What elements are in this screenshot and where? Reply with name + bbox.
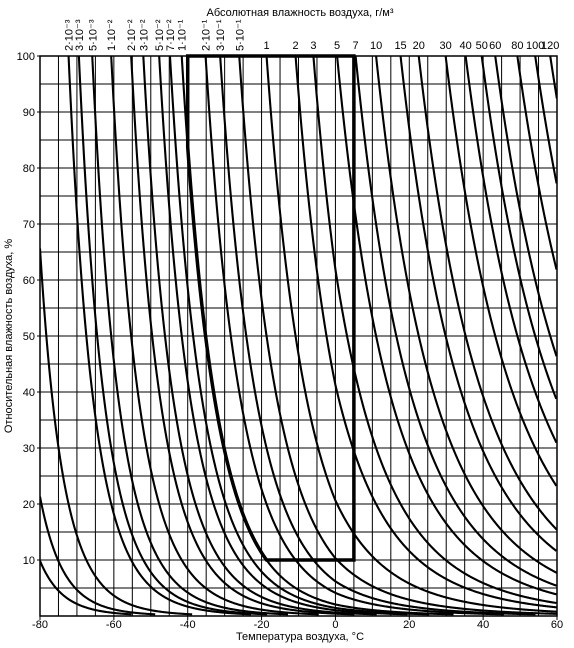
x-tick-label: 60 [551, 619, 563, 631]
plot-area [37, 54, 558, 620]
humidity-curve [204, 56, 504, 616]
curve-label: 3 [310, 40, 316, 52]
x-tick-label: -60 [106, 619, 122, 631]
humidity-curve [67, 56, 252, 616]
curve-label: 3·10⁻³ [74, 19, 86, 51]
humidity-curve [40, 248, 193, 616]
y-tick-label: 10 [23, 555, 35, 567]
x-tick-label: -20 [254, 619, 270, 631]
y-tick-label: 70 [23, 219, 35, 231]
curve-label: 3·10⁻² [138, 19, 150, 51]
humidity-curve [494, 56, 557, 357]
y-tick-label: 20 [23, 499, 35, 511]
top-axis-title: Абсолютная влажность воздуха, г/м³ [206, 7, 393, 19]
humidity-curve [110, 56, 319, 616]
curve-label: 120 [541, 40, 559, 52]
curve-label: 20 [413, 40, 425, 52]
curve-label: 7 [353, 40, 359, 52]
humidity-curve [40, 496, 156, 616]
humidity-curve [354, 56, 557, 587]
humidity-curve [91, 56, 289, 616]
curve-label: 15 [394, 40, 406, 52]
x-tick-label: 20 [403, 619, 415, 631]
humidity-curve [516, 56, 557, 270]
humidity-curve [375, 56, 557, 574]
humidity-curve [549, 56, 557, 99]
humidity-curve [130, 56, 354, 616]
y-tick-label: 80 [23, 163, 35, 175]
curve-label: 3·10⁻¹ [215, 19, 227, 51]
humidity-curve [417, 56, 557, 531]
x-tick-label: -40 [180, 619, 196, 631]
curve-label: 1·10⁻² [106, 19, 118, 51]
x-axis-title: Температура воздуха, °C [236, 631, 364, 643]
humidity-curve [480, 56, 557, 400]
y-tick-label: 90 [23, 107, 35, 119]
humidity-curve [265, 56, 557, 613]
humidity-curve [77, 56, 268, 616]
y-tick-label: 40 [23, 387, 35, 399]
curve-label: 1 [263, 40, 269, 52]
humidity-curve [219, 56, 536, 616]
humidity-curve [158, 56, 408, 616]
curve-label: 5 [334, 40, 340, 52]
curve-label: 2·10⁻¹ [201, 19, 213, 51]
y-tick-label: 100 [17, 51, 35, 63]
humidity-curve [444, 56, 557, 487]
curve-label: 2·10⁻² [126, 19, 138, 51]
curve-label: 10 [370, 40, 382, 52]
curve-label: 1·10⁻¹ [177, 19, 189, 51]
curve-label: 100 [526, 40, 544, 52]
x-tick-label: 40 [477, 619, 489, 631]
humidity-curve [142, 56, 377, 616]
curve-label: 2 [293, 40, 299, 52]
curve-label: 5·10⁻¹ [234, 19, 246, 51]
humidity-curve [534, 56, 557, 184]
curve-label: 60 [489, 40, 501, 52]
y-axis-title: Относительная влажность воздуха, % [3, 239, 15, 433]
y-tick-label: 50 [23, 331, 35, 343]
humidity-curve [336, 56, 557, 596]
curve-label: 2·10⁻³ [64, 19, 76, 51]
curve-label: 40 [459, 40, 471, 52]
humidity-curve [294, 56, 557, 609]
humidity-curve [40, 560, 132, 616]
x-tick-label: -80 [32, 619, 48, 631]
x-tick-label: 0 [332, 619, 338, 631]
curves [40, 56, 557, 616]
humidity-curve [464, 56, 557, 444]
y-tick-label: 60 [23, 275, 35, 287]
humidity-curve [238, 56, 557, 615]
curve-label: 5·10⁻² [154, 19, 166, 51]
curve-label: 30 [439, 40, 451, 52]
curve-label: 80 [511, 40, 523, 52]
humidity-curve [399, 56, 557, 552]
humidity-curve [168, 56, 430, 616]
curve-label: 5·10⁻³ [87, 19, 99, 51]
curve-label: 7·10⁻² [165, 19, 177, 51]
curve-label: 50 [476, 40, 488, 52]
highlight-region [185, 54, 356, 562]
y-tick-label: 30 [23, 443, 35, 455]
